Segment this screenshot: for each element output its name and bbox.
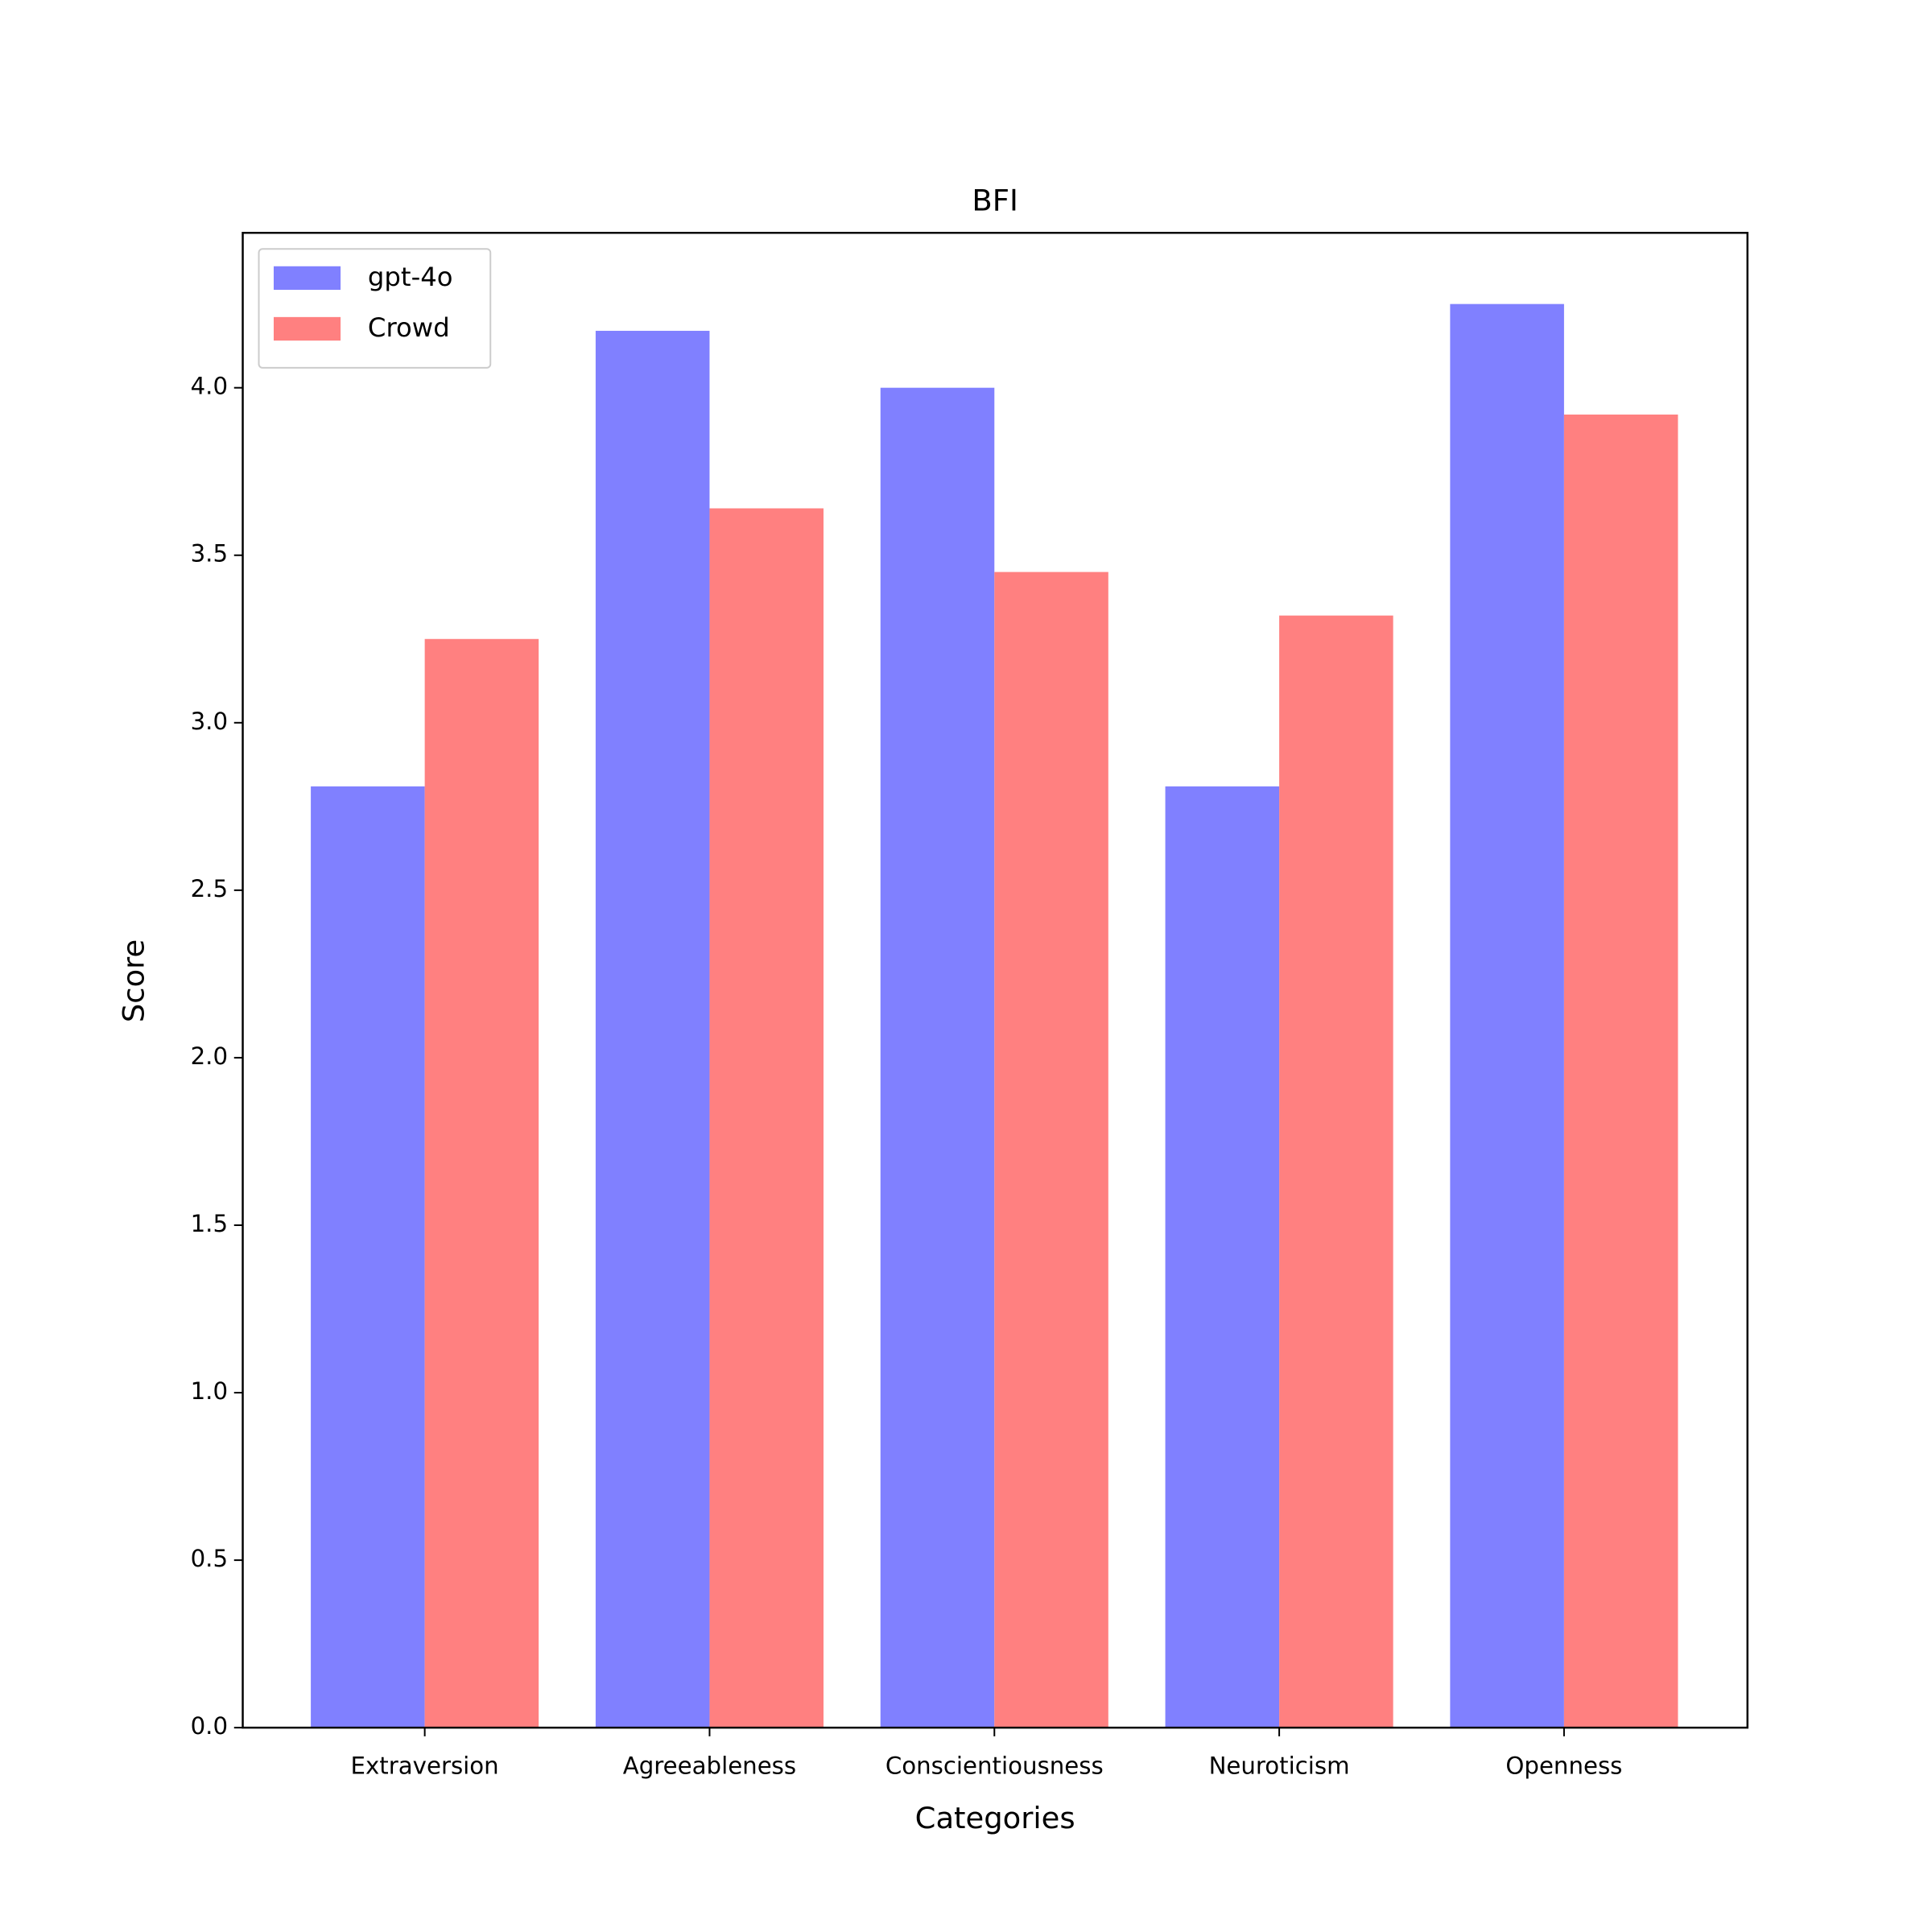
plot-frame [242,232,1748,1729]
x-axis-label: Categories [915,1801,1075,1835]
legend-swatch [274,316,341,341]
x-tick-label: Openness [1505,1752,1622,1779]
y-tick-label: 1.0 [191,1377,228,1405]
y-axis-label: Score [116,939,151,1022]
bar [994,572,1108,1728]
legend-label: Crowd [368,312,450,343]
x-tick-label: Extraversion [351,1752,499,1779]
y-tick-label: 2.5 [191,875,228,902]
y-tick-label: 0.0 [191,1712,228,1740]
legend-swatch [274,266,341,290]
bar [1450,303,1564,1728]
bar [1563,414,1678,1728]
chart-title: BFI [972,184,1018,218]
bar [595,330,710,1728]
bar [311,786,425,1728]
bar [1279,615,1393,1728]
bar [1165,786,1280,1728]
x-tick-label: Neuroticism [1209,1752,1350,1779]
x-tick-label: Conscientiousness [886,1752,1104,1779]
legend-label: gpt-4o [368,262,453,292]
y-tick-label: 4.0 [191,373,228,400]
y-tick-label: 1.5 [191,1210,228,1237]
bar [424,638,539,1728]
x-tick-label: Agreeableness [623,1752,796,1779]
y-tick-label: 3.5 [191,540,228,568]
bar [880,387,995,1728]
y-tick-label: 3.0 [191,708,228,735]
y-tick-label: 2.0 [191,1042,228,1070]
y-tick-label: 0.5 [191,1545,228,1572]
bar [709,508,824,1728]
